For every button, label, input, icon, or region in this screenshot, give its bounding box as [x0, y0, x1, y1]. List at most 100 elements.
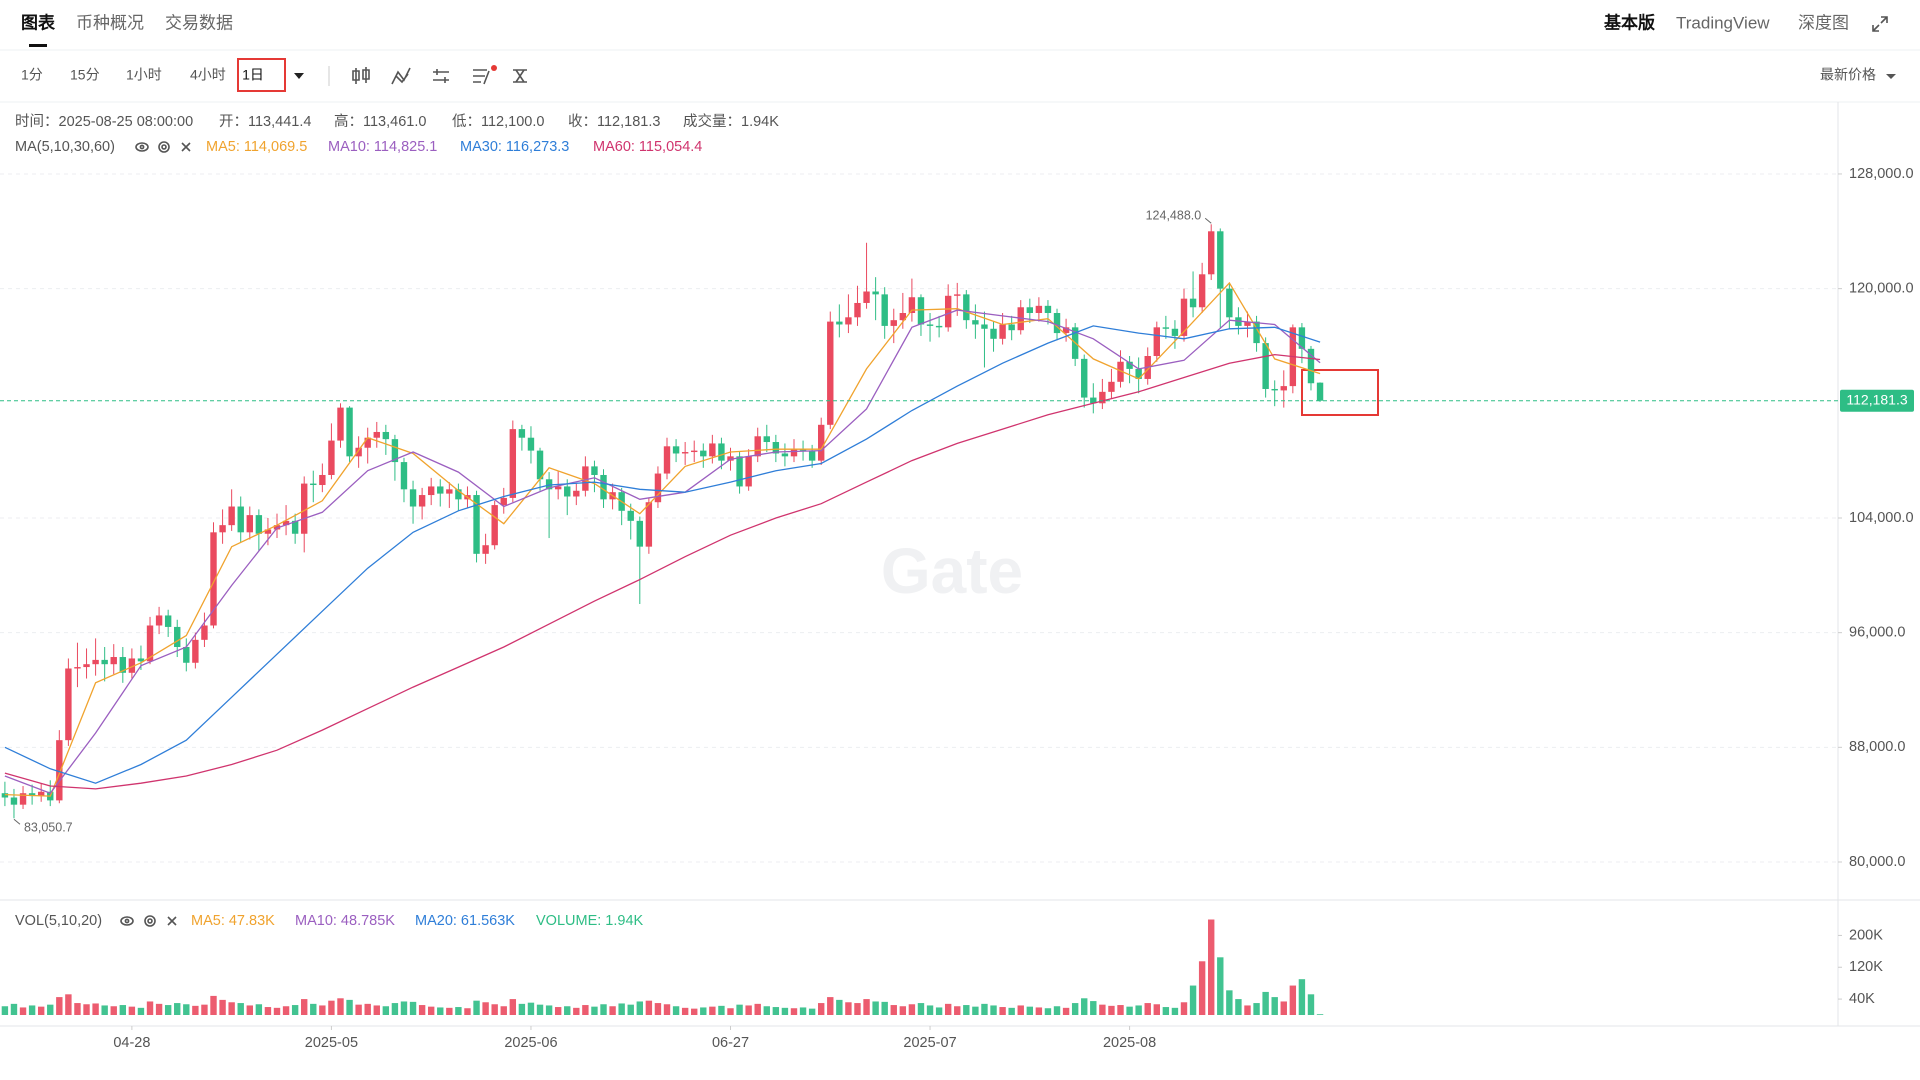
candle-body	[836, 321, 843, 325]
indicator-icon[interactable]	[391, 67, 411, 85]
price-mode[interactable]: 最新价格	[1820, 67, 1876, 83]
volume-bar	[573, 1007, 580, 1015]
candle-body	[291, 520, 299, 534]
volume-bar	[65, 994, 72, 1015]
volume-bar	[763, 1006, 770, 1015]
candle-body	[1135, 368, 1142, 379]
candle-body	[808, 450, 816, 461]
candle-body	[763, 436, 770, 443]
candle-type-icon[interactable]	[352, 67, 370, 84]
candle-body	[827, 321, 834, 425]
volume-bar	[373, 1005, 380, 1015]
volume-bar	[146, 1001, 154, 1015]
view-switch[interactable]: 基本版	[1603, 12, 1655, 32]
volume-bar	[954, 1006, 961, 1015]
candle-body	[1298, 327, 1306, 349]
volume-bar	[818, 1003, 825, 1015]
candle-body	[1162, 327, 1170, 329]
candle-body	[1208, 231, 1215, 275]
candle-body	[1, 793, 9, 798]
candle-body	[781, 453, 789, 457]
volume-bar	[455, 1007, 462, 1015]
view-switch[interactable]: TradingView	[1676, 13, 1770, 32]
candle-body	[364, 437, 371, 448]
candle-body	[536, 450, 544, 480]
volume-bar	[972, 1006, 979, 1015]
interval[interactable]: 1日	[242, 67, 264, 83]
interval[interactable]: 15分	[70, 67, 100, 83]
volume-bar	[618, 1003, 625, 1015]
candle-body	[1053, 313, 1061, 334]
tab[interactable]: 图表	[21, 12, 56, 32]
volume-bar	[237, 1003, 244, 1015]
vol-legend-icons[interactable]	[120, 915, 177, 927]
ohlc-info: 开：113,441.4	[219, 114, 311, 130]
view-switch[interactable]: 深度图	[1798, 13, 1849, 32]
candle-body	[1307, 348, 1315, 384]
tab[interactable]: 币种概况	[76, 13, 144, 32]
volume-bar	[1117, 1005, 1124, 1015]
candle-body	[1226, 288, 1233, 318]
volume-bar	[781, 1007, 789, 1015]
ma-legend-icons[interactable]	[135, 141, 191, 153]
candle-body	[700, 450, 707, 457]
ma-legend: MA30: 116,273.3	[460, 139, 569, 155]
candle-body	[691, 450, 698, 453]
volume-bar	[1307, 994, 1315, 1015]
candle-body	[1189, 298, 1197, 308]
candle-body	[355, 447, 362, 457]
candle-body	[681, 452, 689, 454]
candle-body	[19, 793, 27, 805]
volume-bar	[1208, 919, 1215, 1015]
volume-bar	[101, 1005, 108, 1015]
volume-bar	[1171, 1007, 1179, 1015]
candle-body	[908, 297, 916, 314]
volume-bar	[1026, 1006, 1034, 1015]
interval[interactable]: 1分	[21, 67, 43, 83]
last-price-tag	[1840, 389, 1914, 412]
volume-bar	[917, 1003, 925, 1015]
candle-body	[972, 320, 979, 325]
candle-body	[201, 625, 208, 640]
volume-bar	[790, 1008, 798, 1015]
volume-bar	[736, 1004, 743, 1015]
interval[interactable]: 4小时	[190, 67, 226, 83]
tab[interactable]: 交易数据	[165, 13, 233, 32]
volume-bar	[981, 1003, 988, 1015]
volume-bar	[1090, 1001, 1097, 1015]
snapshot-icon[interactable]	[513, 69, 527, 83]
volume-bar	[1180, 1002, 1188, 1015]
candle-body	[310, 483, 317, 486]
volume-bar	[836, 999, 843, 1015]
drawing-icon[interactable]	[473, 69, 490, 85]
vol-tick-label: 40K	[1849, 991, 1875, 1007]
candle-body	[627, 510, 634, 521]
volume-bar	[482, 1002, 489, 1015]
candle-body	[473, 495, 480, 554]
volume-bar	[328, 1000, 335, 1015]
candle-body	[1126, 361, 1133, 369]
candle-body	[37, 791, 45, 797]
interval-dropdown[interactable]	[294, 73, 304, 79]
last-price-label: 112,181.3	[1846, 391, 1907, 407]
volume-bar	[1235, 999, 1242, 1015]
volume-bar	[1081, 998, 1088, 1015]
candle-body	[110, 657, 117, 665]
volume-bar	[863, 999, 870, 1015]
volume-bar	[1035, 1007, 1043, 1015]
settings-icon[interactable]	[433, 69, 449, 83]
volume-bar	[881, 1001, 888, 1015]
x-tick-label: 2025-08	[1103, 1035, 1156, 1051]
candle-body	[981, 324, 988, 329]
volume-bar	[291, 1005, 299, 1015]
price-mode-dropdown[interactable]	[1886, 74, 1896, 79]
fullscreen-icon[interactable]	[1872, 16, 1888, 32]
ma-line	[4, 353, 1321, 790]
volume-bar	[255, 1004, 263, 1015]
volume-bar	[518, 1003, 526, 1015]
candle-body	[1062, 327, 1070, 334]
interval[interactable]: 1小时	[126, 67, 162, 83]
volume-bar	[582, 1005, 589, 1015]
candle-body	[400, 462, 408, 490]
